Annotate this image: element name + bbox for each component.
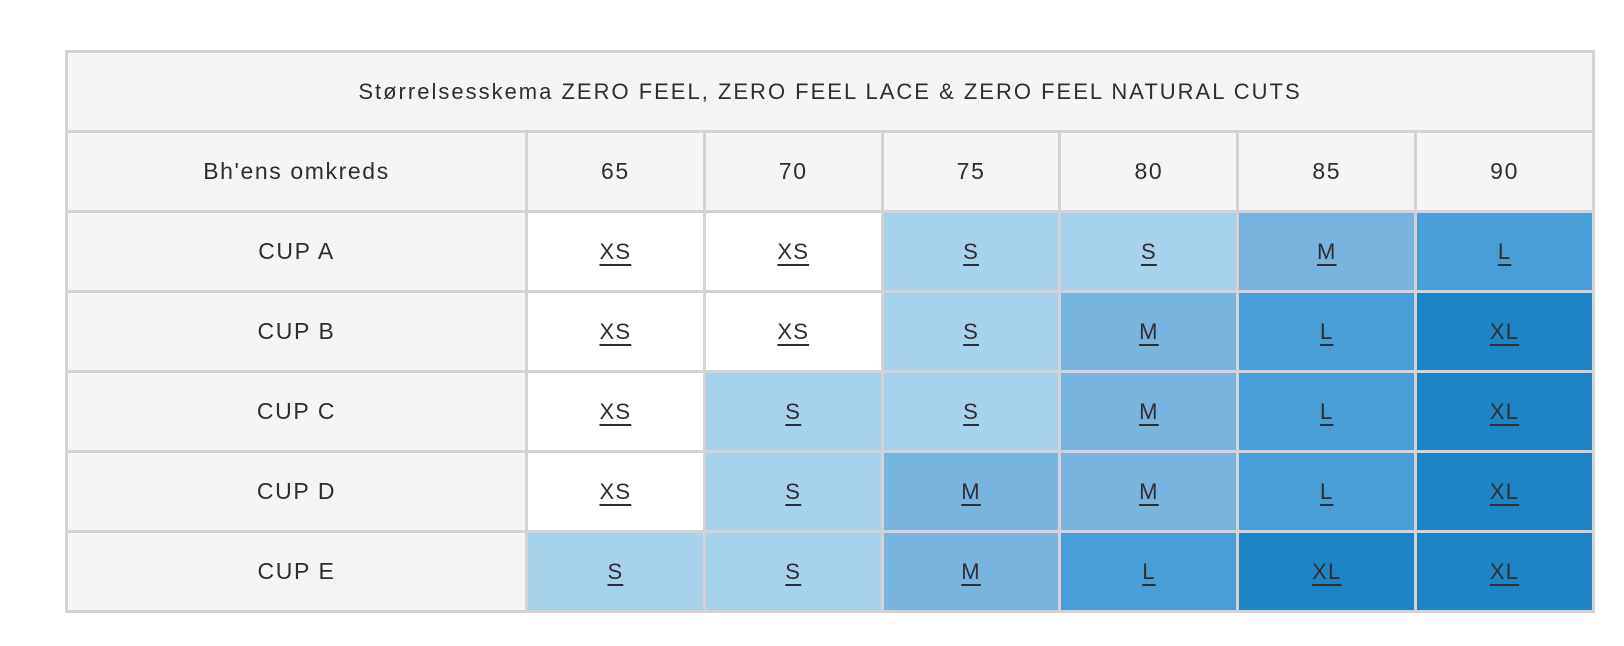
size-cell: XL — [1417, 293, 1592, 370]
size-cell: XS — [705, 213, 881, 290]
size-link[interactable]: S — [963, 398, 979, 424]
size-link[interactable]: M — [1316, 238, 1337, 264]
size-cell: XL — [1417, 533, 1592, 610]
size-link[interactable]: XL — [1489, 558, 1520, 584]
size-link[interactable]: XL — [1489, 318, 1520, 344]
size-link[interactable]: XS — [599, 318, 632, 344]
size-cell: M — [1061, 453, 1237, 530]
size-link[interactable]: M — [961, 558, 981, 584]
size-link[interactable]: M — [1139, 398, 1159, 424]
size-cell: L — [1239, 453, 1415, 530]
header-col-80: 80 — [1061, 133, 1237, 210]
size-link[interactable]: S — [963, 318, 979, 344]
size-link[interactable]: L — [1142, 558, 1156, 584]
size-cell: M — [1239, 213, 1415, 290]
size-cell: L — [1239, 293, 1415, 370]
row-label-cup-b: CUP B — [68, 293, 525, 370]
size-cell: S — [705, 373, 881, 450]
size-cell: M — [1061, 293, 1237, 370]
row-label-cup-c: CUP C — [68, 373, 525, 450]
size-cell: S — [883, 293, 1059, 370]
size-link[interactable]: S — [785, 398, 802, 424]
size-link[interactable]: XS — [777, 238, 810, 264]
size-link[interactable]: S — [607, 558, 624, 584]
size-cell: S — [883, 373, 1059, 450]
size-link[interactable]: XL — [1489, 478, 1520, 504]
size-link[interactable]: S — [1140, 238, 1157, 264]
size-cell: S — [883, 213, 1059, 290]
header-col-65: 65 — [528, 133, 703, 210]
size-link[interactable]: XS — [599, 238, 632, 264]
size-link[interactable]: L — [1497, 238, 1512, 264]
size-link[interactable]: M — [961, 478, 981, 504]
size-link[interactable]: XS — [599, 478, 632, 504]
header-col-75: 75 — [883, 133, 1059, 210]
size-link[interactable]: S — [785, 558, 802, 584]
size-link[interactable]: XL — [1312, 558, 1342, 584]
size-link[interactable]: L — [1320, 318, 1334, 344]
size-chart-table: Størrelsesskema ZERO FEEL, ZERO FEEL LAC… — [65, 50, 1595, 613]
size-cell: S — [705, 453, 881, 530]
row-label-cup-d: CUP D — [68, 453, 525, 530]
header-col-90: 90 — [1417, 133, 1592, 210]
header-col-70: 70 — [705, 133, 881, 210]
size-cell: XL — [1417, 373, 1592, 450]
header-col-85: 85 — [1239, 133, 1415, 210]
size-link[interactable]: L — [1320, 398, 1334, 424]
size-cell: L — [1061, 533, 1237, 610]
size-link[interactable]: M — [1139, 318, 1159, 344]
table-title: Størrelsesskema ZERO FEEL, ZERO FEEL LAC… — [68, 53, 1592, 130]
size-cell: XL — [1239, 533, 1415, 610]
size-cell: XS — [528, 293, 703, 370]
size-cell: S — [1061, 213, 1237, 290]
size-cell: L — [1239, 373, 1415, 450]
row-label-cup-a: CUP A — [68, 213, 525, 290]
header-band-label: Bh'ens omkreds — [68, 133, 525, 210]
size-cell: XL — [1417, 453, 1592, 530]
size-cell: M — [1061, 373, 1237, 450]
size-link[interactable]: XS — [599, 398, 632, 424]
size-cell: L — [1417, 213, 1592, 290]
size-cell: S — [705, 533, 881, 610]
size-link[interactable]: XS — [777, 318, 810, 344]
size-cell: XS — [528, 373, 703, 450]
size-cell: M — [883, 453, 1059, 530]
row-label-cup-e: CUP E — [68, 533, 525, 610]
size-link[interactable]: XL — [1489, 398, 1520, 424]
size-link[interactable]: M — [1139, 478, 1159, 504]
size-link[interactable]: L — [1320, 478, 1334, 504]
size-link[interactable]: S — [785, 478, 802, 504]
size-cell: S — [528, 533, 703, 610]
size-cell: M — [883, 533, 1059, 610]
size-cell: XS — [705, 293, 881, 370]
size-cell: XS — [528, 453, 703, 530]
size-link[interactable]: S — [963, 238, 979, 264]
size-cell: XS — [528, 213, 703, 290]
